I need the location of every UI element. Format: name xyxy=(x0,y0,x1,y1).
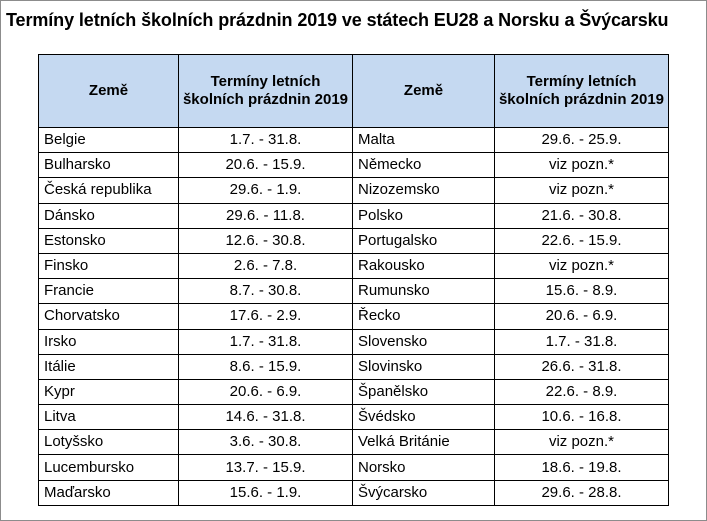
table-row: Belgie 1.7. - 31.8. Malta 29.6. - 25.9. xyxy=(38,126,669,154)
table-row: Česká republika 29.6. - 1.9. Nizozemsko viz… xyxy=(38,177,669,204)
country-cell-2: Portugalsko xyxy=(352,227,495,254)
header-dates-2: Termíny letních školních prázdnin 2019 xyxy=(494,54,669,128)
page-title: Termíny letních školních prázdnin 2019 v… xyxy=(6,10,669,30)
dates-cell: 3.6. - 30.8. xyxy=(178,429,353,456)
country-cell-2: Slovinsko xyxy=(352,353,495,380)
dates-cell-2: 22.6. - 15.9. xyxy=(494,227,669,254)
dates-cell: 15.6. - 1.9. xyxy=(178,479,353,506)
country-cell-2: Polsko xyxy=(352,202,495,229)
table-row: Bulharsko 20.6. - 15.9. Německo viz pozn.* xyxy=(38,152,669,179)
dates-cell-2: 15.6. - 8.9. xyxy=(494,278,669,305)
dates-cell-2: viz pozn.* xyxy=(494,252,669,280)
country-cell-2: Velká Británie xyxy=(352,429,495,456)
dates-cell: 8.7. - 30.8. xyxy=(178,278,353,305)
country-cell-2: Slovensko xyxy=(352,328,495,355)
dates-cell: 8.6. - 15.9. xyxy=(178,353,353,380)
dates-cell: 14.6. - 31.8. xyxy=(178,404,353,431)
table-row: Kypr 20.6. - 6.9. Španělsko 22.6. - 8.9. xyxy=(38,378,669,406)
country-cell: Itálie xyxy=(38,353,179,380)
table-row: Chorvatsko 17.6. - 2.9. Řecko 20.6. - 6.9. xyxy=(38,303,669,330)
dates-cell-2: 21.6. - 30.8. xyxy=(494,202,669,229)
dates-cell: 1.7. - 31.8. xyxy=(178,328,353,355)
country-cell-2: Norsko xyxy=(352,454,495,481)
table-row: Itálie 8.6. - 15.9. Slovinsko 26.6. - 31.8. xyxy=(38,353,669,380)
table-row: Litva 14.6. - 31.8. Švédsko 10.6. - 16.8. xyxy=(38,404,669,431)
table-header-row: Země Termíny letních školních prázdnin 2… xyxy=(38,54,669,128)
table-row: Dánsko 29.6. - 11.8. Polsko 21.6. - 30.8. xyxy=(38,202,669,229)
country-cell-2: Španělsko xyxy=(352,378,495,406)
country-cell: Lucembursko xyxy=(38,454,179,481)
country-cell-2: Řecko xyxy=(352,303,495,330)
dates-cell: 29.6. - 11.8. xyxy=(178,202,353,229)
dates-cell-2: 22.6. - 8.9. xyxy=(494,378,669,406)
dates-cell: 17.6. - 2.9. xyxy=(178,303,353,330)
holidays-table: Země Termíny letních školních prázdnin 2… xyxy=(38,54,669,506)
country-cell-2: Nizozemsko xyxy=(352,177,495,204)
country-cell-2: Německo xyxy=(352,152,495,179)
country-cell-2: Švédsko xyxy=(352,404,495,431)
dates-cell: 12.6. - 30.8. xyxy=(178,227,353,254)
dates-cell-2: viz pozn.* xyxy=(494,152,669,179)
dates-cell-2: 29.6. - 28.8. xyxy=(494,479,669,506)
country-cell: Finsko xyxy=(38,252,179,280)
dates-cell: 13.7. - 15.9. xyxy=(178,454,353,481)
country-cell: Česká republika xyxy=(38,177,179,204)
table-row: Estonsko 12.6. - 30.8. Portugalsko 22.6. - … xyxy=(38,227,669,254)
country-cell: Chorvatsko xyxy=(38,303,179,330)
country-cell: Lotyšsko xyxy=(38,429,179,456)
dates-cell-2: 29.6. - 25.9. xyxy=(494,126,669,154)
country-cell-2: Rumunsko xyxy=(352,278,495,305)
country-cell-2: Malta xyxy=(352,126,495,154)
table-row: Finsko 2.6. - 7.8. Rakousko viz pozn.* xyxy=(38,252,669,280)
dates-cell-2: 18.6. - 19.8. xyxy=(494,454,669,481)
country-cell: Francie xyxy=(38,278,179,305)
header-dates: Termíny letních školních prázdnin 2019 xyxy=(178,54,353,128)
dates-cell: 2.6. - 7.8. xyxy=(178,252,353,280)
dates-cell-2: 26.6. - 31.8. xyxy=(494,353,669,380)
dates-cell-2: 1.7. - 31.8. xyxy=(494,328,669,355)
table-row: Maďarsko 15.6. - 1.9. Švýcarsko 29.6. - 28.… xyxy=(38,479,669,506)
table-row: Lotyšsko 3.6. - 30.8. Velká Británie viz po… xyxy=(38,429,669,456)
dates-cell: 1.7. - 31.8. xyxy=(178,126,353,154)
dates-cell: 20.6. - 15.9. xyxy=(178,152,353,179)
country-cell: Dánsko xyxy=(38,202,179,229)
dates-cell: 20.6. - 6.9. xyxy=(178,378,353,406)
table-row: Irsko 1.7. - 31.8. Slovensko 1.7. - 31.8. xyxy=(38,328,669,355)
dates-cell-2: 20.6. - 6.9. xyxy=(494,303,669,330)
country-cell-2: Švýcarsko xyxy=(352,479,495,506)
dates-cell-2: viz pozn.* xyxy=(494,429,669,456)
country-cell: Estonsko xyxy=(38,227,179,254)
country-cell: Litva xyxy=(38,404,179,431)
country-cell: Bulharsko xyxy=(38,152,179,179)
country-cell: Kypr xyxy=(38,378,179,406)
header-country: Země xyxy=(38,54,179,128)
table-row: Lucembursko 13.7. - 15.9. Norsko 18.6. - 19… xyxy=(38,454,669,481)
dates-cell-2: viz pozn.* xyxy=(494,177,669,204)
table-body: Belgie 1.7. - 31.8. Malta 29.6. - 25.9. Bulh… xyxy=(38,126,669,506)
dates-cell: 29.6. - 1.9. xyxy=(178,177,353,204)
header-country-2: Země xyxy=(352,54,495,128)
country-cell: Maďarsko xyxy=(38,479,179,506)
country-cell: Irsko xyxy=(38,328,179,355)
table-row: Francie 8.7. - 30.8. Rumunsko 15.6. - 8.9. xyxy=(38,278,669,305)
country-cell-2: Rakousko xyxy=(352,252,495,280)
country-cell: Belgie xyxy=(38,126,179,154)
dates-cell-2: 10.6. - 16.8. xyxy=(494,404,669,431)
